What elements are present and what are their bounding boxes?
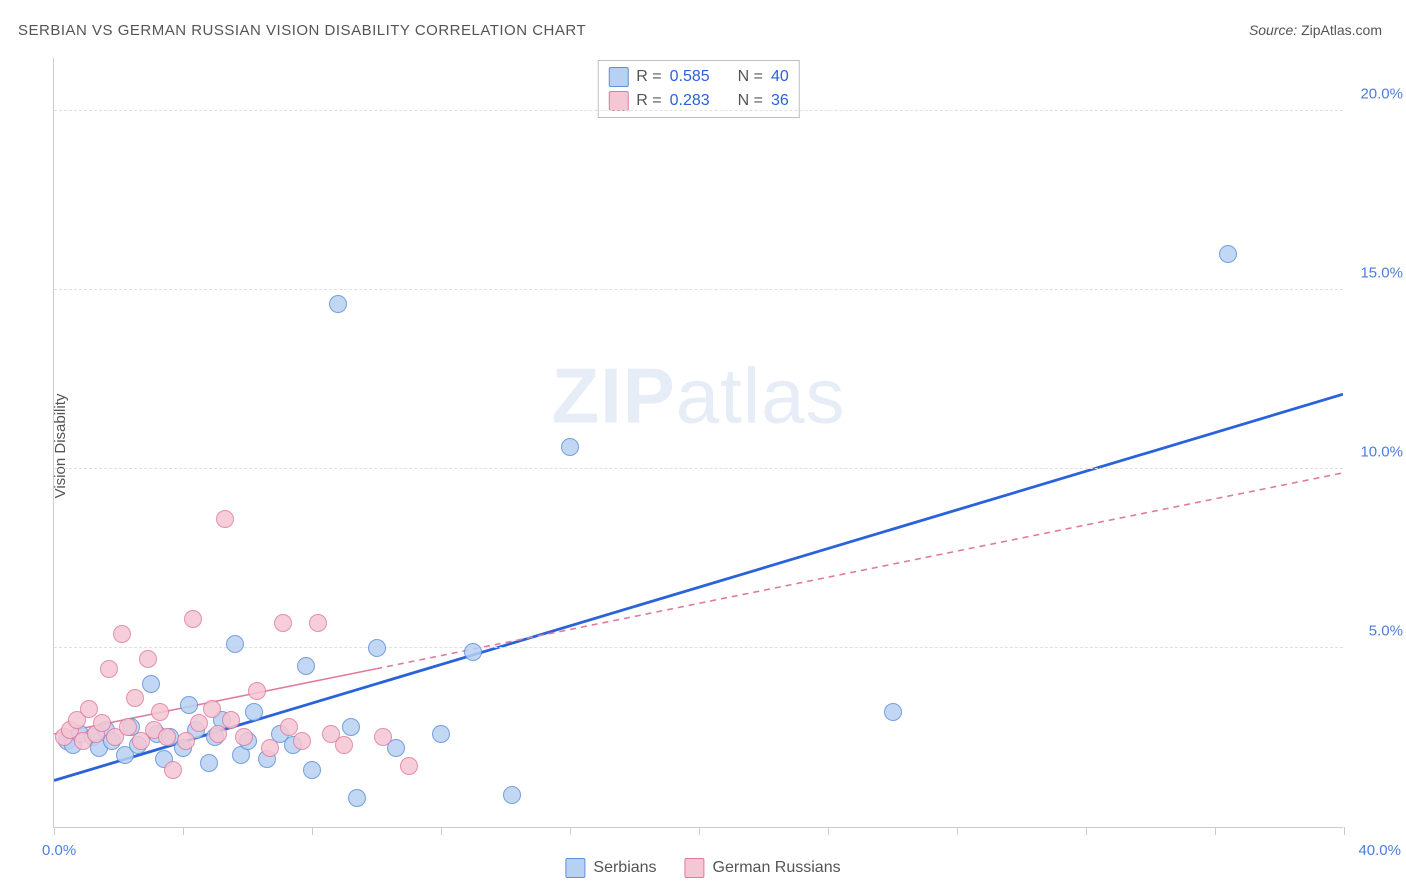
gridline (54, 289, 1343, 290)
x-tick (54, 827, 55, 835)
r-value: 0.283 (670, 92, 724, 110)
scatter-point (884, 703, 902, 721)
series-swatch (608, 91, 628, 111)
scatter-point (235, 728, 253, 746)
legend-item: Serbians (565, 858, 656, 878)
scatter-point (158, 728, 176, 746)
stats-row: R = 0.585 N = 40 (608, 65, 788, 89)
r-value: 0.585 (670, 68, 724, 86)
scatter-point (293, 732, 311, 750)
x-tick (957, 827, 958, 835)
scatter-point (126, 689, 144, 707)
x-tick (1344, 827, 1345, 835)
legend-label: German Russians (713, 859, 841, 877)
n-value: 40 (771, 68, 789, 86)
gridline (54, 110, 1343, 111)
scatter-point (113, 625, 131, 643)
scatter-point (245, 703, 263, 721)
x-tick (828, 827, 829, 835)
scatter-point (184, 610, 202, 628)
scatter-point (561, 438, 579, 456)
gridline (54, 647, 1343, 648)
x-tick-label: 40.0% (1358, 842, 1401, 859)
chart-container: SERBIAN VS GERMAN RUSSIAN VISION DISABIL… (0, 0, 1406, 892)
y-tick-label: 15.0% (1348, 264, 1403, 281)
scatter-point (226, 635, 244, 653)
bottom-legend: Serbians German Russians (565, 858, 840, 878)
n-value: 36 (771, 92, 789, 110)
scatter-point (274, 614, 292, 632)
legend-label: Serbians (593, 859, 656, 877)
plot-area: ZIPatlas R =0.585N =40R =0.283N =36 5.0%… (53, 58, 1343, 828)
scatter-point (200, 754, 218, 772)
series-swatch (685, 858, 705, 878)
x-tick (1215, 827, 1216, 835)
x-tick (183, 827, 184, 835)
scatter-point (368, 639, 386, 657)
scatter-point (335, 736, 353, 754)
watermark: ZIPatlas (551, 351, 845, 442)
scatter-point (261, 739, 279, 757)
x-tick (441, 827, 442, 835)
x-tick (312, 827, 313, 835)
scatter-point (1219, 245, 1237, 263)
scatter-point (464, 643, 482, 661)
scatter-point (303, 761, 321, 779)
scatter-point (151, 703, 169, 721)
scatter-point (297, 657, 315, 675)
scatter-point (309, 614, 327, 632)
y-tick-label: 20.0% (1348, 85, 1403, 102)
x-tick (699, 827, 700, 835)
scatter-point (342, 718, 360, 736)
scatter-point (248, 682, 266, 700)
scatter-point (177, 732, 195, 750)
scatter-point (209, 725, 227, 743)
legend-item: German Russians (685, 858, 841, 878)
source-value: ZipAtlas.com (1301, 22, 1382, 38)
watermark-rest: atlas (676, 352, 846, 440)
n-label: N = (738, 68, 763, 86)
source-credit: Source: ZipAtlas.com (1249, 22, 1382, 38)
r-label: R = (636, 68, 661, 86)
scatter-point (222, 711, 240, 729)
scatter-point (374, 728, 392, 746)
series-swatch (608, 67, 628, 87)
x-tick (570, 827, 571, 835)
scatter-point (432, 725, 450, 743)
scatter-point (100, 660, 118, 678)
scatter-point (142, 675, 160, 693)
r-label: R = (636, 92, 661, 110)
gridline (54, 468, 1343, 469)
y-tick-label: 10.0% (1348, 443, 1403, 460)
scatter-point (400, 757, 418, 775)
x-tick-label: 0.0% (42, 842, 76, 859)
series-swatch (565, 858, 585, 878)
scatter-point (180, 696, 198, 714)
source-label: Source: (1249, 22, 1297, 38)
scatter-point (164, 761, 182, 779)
scatter-point (190, 714, 208, 732)
scatter-point (503, 786, 521, 804)
watermark-bold: ZIP (551, 352, 675, 440)
scatter-point (216, 510, 234, 528)
chart-title: SERBIAN VS GERMAN RUSSIAN VISION DISABIL… (18, 22, 586, 39)
scatter-point (139, 650, 157, 668)
y-tick-label: 5.0% (1348, 622, 1403, 639)
n-label: N = (738, 92, 763, 110)
scatter-point (329, 295, 347, 313)
scatter-point (348, 789, 366, 807)
scatter-point (203, 700, 221, 718)
x-tick (1086, 827, 1087, 835)
